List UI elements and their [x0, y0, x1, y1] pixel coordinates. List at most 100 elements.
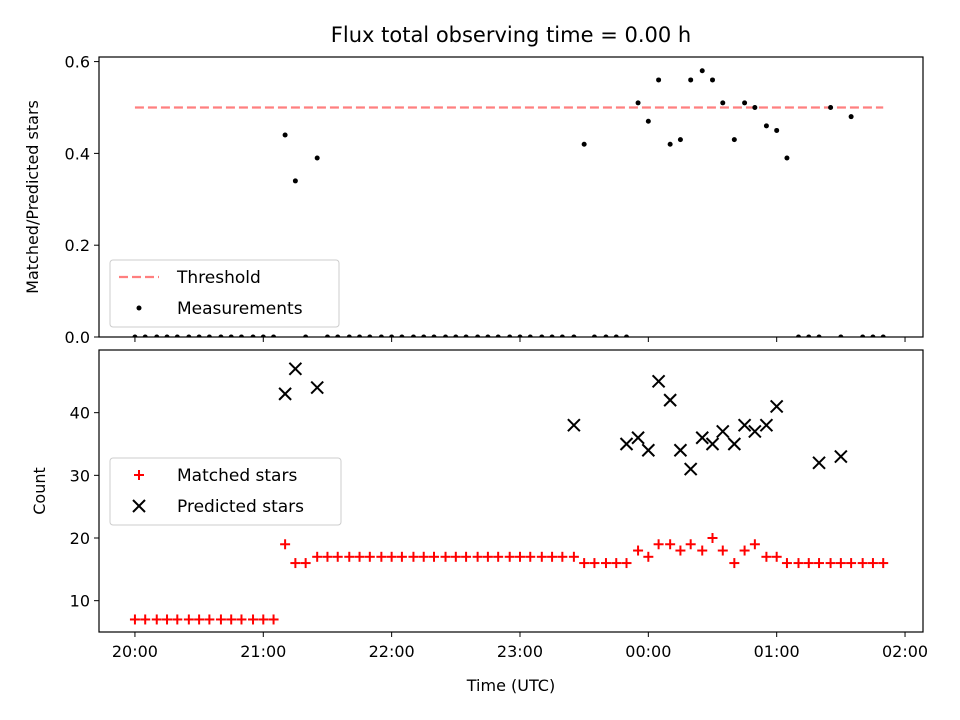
measurement-point: [677, 137, 683, 143]
measurement-point: [271, 334, 277, 337]
measurement-point: [399, 334, 405, 337]
y-tick-label: 10: [70, 592, 90, 611]
matched-star-marker: [867, 558, 878, 569]
matched-star-marker: [258, 614, 269, 625]
matched-star-marker: [643, 551, 654, 562]
matched-star-marker: [140, 614, 151, 625]
measurement-point: [559, 334, 565, 337]
measurement-point: [218, 334, 224, 337]
matched-star-marker: [418, 551, 429, 562]
count-panel: 20:00 21:00 22:00 23:00 00:00 01:00 02:00 10 20 3…: [30, 349, 928, 695]
matched-star-marker: [846, 558, 857, 569]
y-tick-label: 0.0: [65, 328, 90, 347]
x-tick-label: 20:00: [112, 642, 158, 661]
predicted-star-marker: [651, 374, 666, 389]
measurement-point: [238, 334, 244, 337]
matched-star-marker: [386, 551, 397, 562]
measurement-point: [421, 334, 427, 337]
matched-star-marker: [354, 551, 365, 562]
predicted-star-marker: [567, 418, 581, 432]
y-axis-label: Matched/Predicted stars: [23, 100, 42, 294]
matched-star-marker: [215, 614, 226, 625]
measurement-point: [154, 334, 160, 337]
measurement-point: [142, 334, 148, 337]
measurement-point: [282, 132, 288, 138]
predicted-star-marker: [748, 424, 762, 439]
measurement-point: [731, 137, 737, 143]
matched-star-marker: [280, 539, 291, 550]
matched-star-marker: [825, 558, 836, 569]
matched-star-marker: [268, 614, 279, 625]
matched-star-marker: [653, 539, 664, 550]
predicted-star-marker: [769, 399, 784, 414]
measurement-point: [699, 68, 705, 74]
measurement-point: [431, 334, 437, 337]
legend: Matched stars Predicted stars: [109, 457, 342, 526]
measurement-point: [571, 334, 577, 337]
measurement-point: [507, 334, 513, 337]
matched-star-marker: [344, 551, 355, 562]
matched-star-marker: [579, 558, 590, 569]
x-tick-label: 23:00: [497, 642, 543, 661]
matched-star-marker: [312, 551, 323, 562]
matched-star-marker: [814, 558, 825, 569]
measurement-point: [453, 334, 459, 337]
measurement-point: [495, 334, 501, 337]
legend: Threshold Measurements: [109, 259, 340, 328]
measurement-point: [378, 334, 384, 337]
axes-frame: [98, 56, 924, 338]
predicted-star-marker: [705, 437, 720, 451]
matched-star-marker: [600, 558, 611, 569]
matched-star-marker: [396, 551, 407, 562]
measurement-point: [485, 334, 491, 337]
legend-predicted-swatch: [132, 499, 146, 513]
predicted-star-marker: [834, 449, 848, 464]
matched-star-marker: [290, 558, 301, 569]
measurement-point: [720, 100, 726, 106]
y-axis-label: Count: [30, 467, 49, 515]
matched-star-marker: [771, 551, 782, 562]
matched-star-marker: [717, 545, 728, 556]
predicted-star-marker: [673, 443, 688, 457]
measurement-point: [314, 155, 320, 161]
matched-star-marker: [547, 551, 558, 562]
matched-star-marker: [525, 551, 536, 562]
matched-star-marker: [364, 551, 375, 562]
y-tick-label: 20: [70, 529, 90, 548]
measurement-point: [196, 334, 202, 337]
matched-star-marker: [300, 558, 311, 569]
y-tick-label: 0.6: [65, 53, 90, 72]
legend-label: Matched stars: [177, 466, 297, 486]
measurement-point: [549, 334, 555, 337]
measurement-point: [132, 334, 138, 337]
predicted-star-marker: [288, 362, 303, 376]
matched-star-marker: [739, 545, 750, 556]
matched-star-marker: [172, 614, 183, 625]
measurement-point: [463, 334, 469, 337]
measurement-point: [335, 334, 341, 337]
measurement-point: [806, 334, 812, 337]
measurement-point: [260, 334, 266, 337]
legend-box: [109, 457, 342, 526]
matched-star-marker: [761, 551, 772, 562]
predicted-star-marker: [663, 393, 677, 407]
measurement-point: [174, 334, 180, 337]
matched-star-marker: [322, 551, 333, 562]
measurement-point: [774, 127, 780, 133]
matched-star-marker: [428, 551, 439, 562]
predicted-star-marker: [310, 380, 324, 395]
matched-star-marker: [835, 558, 846, 569]
measurement-point: [389, 334, 395, 337]
measurement-point: [688, 77, 694, 83]
measurement-point: [206, 334, 212, 337]
matched-star-marker: [204, 614, 215, 625]
measurement-point: [816, 334, 822, 337]
predicted-star-marker: [716, 424, 730, 439]
matched-star-marker: [568, 551, 579, 562]
measurement-point: [324, 334, 330, 337]
measurement-point: [164, 334, 170, 337]
measurement-point: [581, 141, 587, 147]
measurement-point: [367, 334, 373, 337]
legend-box: [109, 259, 340, 328]
